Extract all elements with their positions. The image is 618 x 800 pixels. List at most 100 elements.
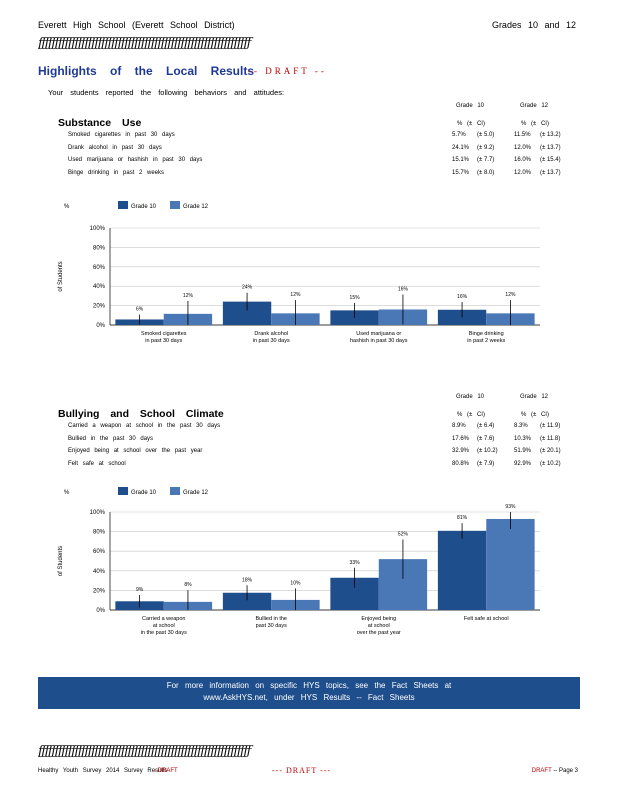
bullying-g12-ci: (± 11.8) <box>540 435 561 442</box>
substance-row-label: Binge drinking in past 2 weeks <box>68 169 165 176</box>
legend-entry: Grade 12 <box>183 490 209 496</box>
bar-grade-10 <box>437 530 487 610</box>
y-axis-label: of Students <box>58 546 64 576</box>
category-label: over the past year <box>357 630 401 636</box>
substance-g10-value: 24.1% <box>452 144 470 151</box>
bullying-g10-ci: (± 10.2) <box>477 448 498 454</box>
intro-text: Your students reported the following beh… <box>48 88 285 97</box>
data-label: 6% <box>136 307 144 313</box>
substance-g12-value: 16.0% <box>514 157 532 163</box>
legend-swatch <box>170 487 180 495</box>
data-label: 15% <box>350 295 361 301</box>
col-header-grade10-b: Grade 10 <box>456 394 485 400</box>
data-label: 24% <box>242 285 253 291</box>
bullying-g12-value: 51.9% <box>514 448 532 454</box>
footer-draft-right: DRAFT <box>531 768 552 774</box>
category-label: at school <box>368 623 390 629</box>
category-label: in past 2 weeks <box>467 338 505 344</box>
y-axis-label: of Students <box>58 261 64 291</box>
y-tick-label: 40% <box>93 569 106 575</box>
substance-g10-value: 15.1% <box>452 157 470 163</box>
grades-label: Grades 10 and 12 <box>491 20 576 30</box>
bullying-row-label: Bullied in the past 30 days <box>68 435 154 442</box>
ci-header-grade12: % (± CI) <box>521 121 549 127</box>
substance-g12-value: 12.0% <box>514 169 532 176</box>
substance-g12-value: 12.0% <box>514 144 532 151</box>
bullying-g10-value: 80.8% <box>452 460 470 467</box>
section-title-bullying: Bullying and School Climate <box>58 408 224 420</box>
bullying-row-label: Enjoyed being at school over the past ye… <box>68 448 203 454</box>
footer-draft-center: --- DRAFT --- <box>272 766 332 775</box>
data-label: 12% <box>183 293 194 299</box>
bar-grade-12 <box>486 518 535 610</box>
ci-header-grade10-b: % (± CI) <box>457 412 485 418</box>
bullying-g12-ci: (± 20.1) <box>540 448 561 454</box>
y-tick-label: 20% <box>93 588 106 594</box>
banner-line-2[interactable]: www.AskHYS.net, under HYS Results -- Fac… <box>203 693 415 702</box>
bullying-g10-ci: (± 7.9) <box>477 460 495 467</box>
ci-header-grade12-b: % (± CI) <box>521 412 549 418</box>
category-label: at school <box>153 623 175 629</box>
substance-row-label: Used marijuana or hashish in past 30 day… <box>68 157 203 163</box>
legend-entry: Grade 10 <box>131 204 157 210</box>
decorative-rule-top: ƒƒƒƒƒƒƒƒƒƒƒƒƒƒƒƒƒƒƒƒƒƒƒƒƒƒƒƒƒƒƒƒƒƒƒƒƒƒƒƒ… <box>38 36 251 51</box>
bullying-g12-ci: (± 11.9) <box>540 423 561 429</box>
bullying-g12-ci: (± 10.2) <box>540 460 561 467</box>
y-tick-label: 80% <box>93 530 106 536</box>
school-name: Everett High School (Everett School Dist… <box>38 20 235 30</box>
draft-marker: -- DRAFT -- <box>248 66 327 76</box>
data-label: 12% <box>290 292 301 298</box>
y-tick-label: 40% <box>93 284 106 290</box>
substance-g12-ci: (± 15.4) <box>540 157 561 163</box>
col-header-grade12: Grade 12 <box>520 103 549 109</box>
ci-header-grade10: % (± CI) <box>457 121 485 127</box>
category-label: in the past 30 days <box>141 630 187 636</box>
category-label: Smoked cigarettes <box>141 331 187 337</box>
substance-g10-ci: (± 9.2) <box>477 144 495 151</box>
substance-g10-ci: (± 7.7) <box>477 157 495 163</box>
data-label: 33% <box>350 560 361 566</box>
data-label: 8% <box>184 582 192 588</box>
data-label: 93% <box>505 504 516 510</box>
section-title-substance: Substance Use <box>58 117 142 129</box>
category-label: hashish in past 30 days <box>350 338 408 344</box>
y-tick-label: 0% <box>96 608 105 614</box>
bullying-chart: % Grade 10 Grade 12 of Students 0% 20% 40% 60% 8… <box>58 487 540 636</box>
bullying-g10-value: 8.9% <box>452 423 466 429</box>
substance-g10-value: 15.7% <box>452 169 470 176</box>
substance-row-label: Drank alcohol in past 30 days <box>68 144 162 151</box>
y-tick-label: 100% <box>90 226 106 232</box>
footer-page: DRAFT -- Page 3 <box>532 768 578 774</box>
data-label: 9% <box>136 587 144 593</box>
page-number: -- Page 3 <box>553 768 578 774</box>
bullying-g12-value: 8.3% <box>514 423 528 429</box>
legend-entry: Grade 12 <box>183 204 209 210</box>
y-tick-label: 0% <box>96 323 105 329</box>
y-tick-label: 60% <box>93 549 106 555</box>
category-label: Enjoyed being <box>361 616 396 622</box>
bullying-g10-value: 17.6% <box>452 435 470 442</box>
y-tick-label: 80% <box>93 245 106 251</box>
data-label: 12% <box>505 292 516 298</box>
data-label: 16% <box>457 294 468 300</box>
y-tick-label: 20% <box>93 304 106 310</box>
data-label: 16% <box>398 287 409 293</box>
category-label: in past 30 days <box>253 338 290 344</box>
substance-g12-ci: (± 13.2) <box>540 132 561 138</box>
legend-entry: Grade 10 <box>131 490 157 496</box>
bullying-g10-value: 32.9% <box>452 448 470 454</box>
legend-swatch <box>118 487 128 495</box>
y-tick-label: 60% <box>93 265 106 271</box>
substance-row-label: Smoked cigarettes in past 30 days <box>68 132 175 138</box>
category-label: Drank alcohol <box>254 331 288 337</box>
col-header-grade12-b: Grade 12 <box>520 394 549 400</box>
bullying-row-label: Felt safe at school <box>68 460 126 467</box>
category-label: Binge drinking <box>469 331 504 337</box>
bullying-g10-ci: (± 7.6) <box>477 435 495 442</box>
bullying-row-label: Carried a weapon at school in the past 3… <box>68 423 221 429</box>
footer-draft-left: -- DRAFT <box>152 768 178 774</box>
category-label: Used marijuana or <box>356 331 401 337</box>
data-label: 52% <box>398 531 409 537</box>
category-label: in past 30 days <box>145 338 182 344</box>
data-label: 81% <box>457 515 468 521</box>
